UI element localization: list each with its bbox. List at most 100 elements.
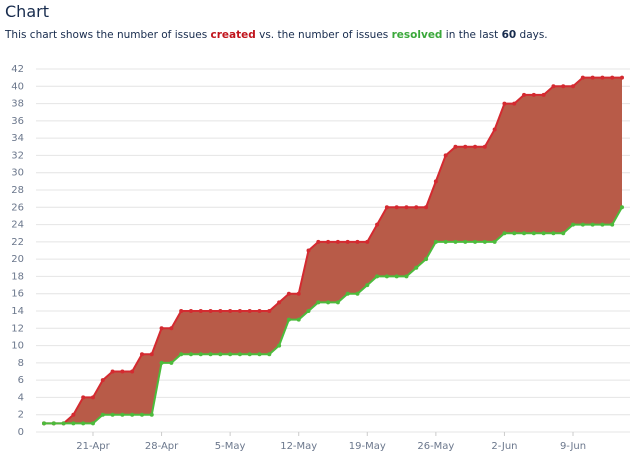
point <box>120 369 125 374</box>
point <box>316 239 321 244</box>
point <box>237 352 242 357</box>
point <box>228 352 233 357</box>
y-tick-label: 12 <box>11 323 24 334</box>
point <box>335 239 340 244</box>
y-tick-label: 24 <box>11 220 24 231</box>
point <box>198 309 203 313</box>
point <box>590 222 595 227</box>
point <box>139 352 144 357</box>
point <box>433 239 438 244</box>
y-tick-label: 28 <box>11 185 24 196</box>
description-part: vs. the number of issues <box>255 29 392 41</box>
x-tick-label: 21-Apr <box>76 441 110 452</box>
point <box>463 144 468 149</box>
point <box>365 239 370 244</box>
point <box>414 205 419 210</box>
point <box>551 84 556 89</box>
point <box>208 352 213 357</box>
point <box>365 283 370 288</box>
point <box>149 352 154 357</box>
y-tick-label: 0 <box>18 427 24 438</box>
point <box>502 231 507 236</box>
point <box>71 421 76 426</box>
point <box>110 412 115 417</box>
point <box>394 274 399 279</box>
x-tick-label: 26-May <box>417 441 454 452</box>
point <box>463 239 468 244</box>
point <box>110 369 115 374</box>
point <box>326 300 331 305</box>
point <box>100 412 105 417</box>
description-part: 60 <box>501 29 517 41</box>
y-tick-label: 16 <box>11 289 24 300</box>
point <box>130 369 135 374</box>
point <box>51 421 56 426</box>
point <box>620 205 624 210</box>
point <box>286 291 291 296</box>
point <box>600 222 605 227</box>
y-tick-label: 6 <box>18 375 24 386</box>
point <box>188 309 193 313</box>
area-between <box>44 77 622 424</box>
point <box>512 101 517 106</box>
point <box>551 231 556 236</box>
point <box>169 326 174 331</box>
point <box>277 300 282 305</box>
description-part: resolved <box>391 29 443 41</box>
x-tick-label: 28-Apr <box>145 441 179 452</box>
point <box>531 231 536 236</box>
point <box>100 378 105 383</box>
point <box>502 101 507 106</box>
point <box>394 205 399 210</box>
point <box>130 412 135 417</box>
point <box>81 421 86 426</box>
point <box>580 222 585 227</box>
description-part: created <box>210 29 256 41</box>
title: Chart <box>5 2 49 21</box>
point <box>571 84 576 89</box>
point <box>345 239 350 244</box>
point <box>149 412 154 417</box>
point <box>473 144 478 149</box>
x-tick-label: 12-May <box>280 441 317 452</box>
point <box>522 92 527 97</box>
point <box>512 231 517 236</box>
point <box>237 309 242 313</box>
y-tick-label: 30 <box>11 168 24 179</box>
point <box>453 239 458 244</box>
point <box>492 239 497 244</box>
point <box>139 412 144 417</box>
point <box>384 274 389 279</box>
y-tick-label: 34 <box>11 133 24 144</box>
point <box>541 231 546 236</box>
point <box>453 144 458 149</box>
point <box>218 309 223 313</box>
y-tick-label: 40 <box>11 81 24 92</box>
point <box>375 222 380 227</box>
point <box>355 239 360 244</box>
x-tick-label: 19-May <box>349 441 386 452</box>
y-tick-label: 38 <box>11 99 24 110</box>
point <box>247 352 252 357</box>
y-tick-label: 36 <box>11 116 24 127</box>
point <box>296 291 301 296</box>
description-part: in the last <box>442 29 502 41</box>
point <box>414 265 419 270</box>
point <box>316 300 321 305</box>
point <box>375 274 380 279</box>
point <box>384 205 389 210</box>
y-tick-label: 4 <box>18 392 24 403</box>
point <box>90 395 95 400</box>
point <box>424 205 429 210</box>
point <box>610 222 615 227</box>
description-part: days. <box>516 29 548 41</box>
point <box>541 92 546 97</box>
point <box>198 352 203 357</box>
y-tick-label: 14 <box>11 306 24 317</box>
point <box>571 222 576 227</box>
point <box>443 239 448 244</box>
point <box>277 343 282 348</box>
point <box>522 231 527 236</box>
x-tick-label: 2-Jun <box>491 441 517 452</box>
